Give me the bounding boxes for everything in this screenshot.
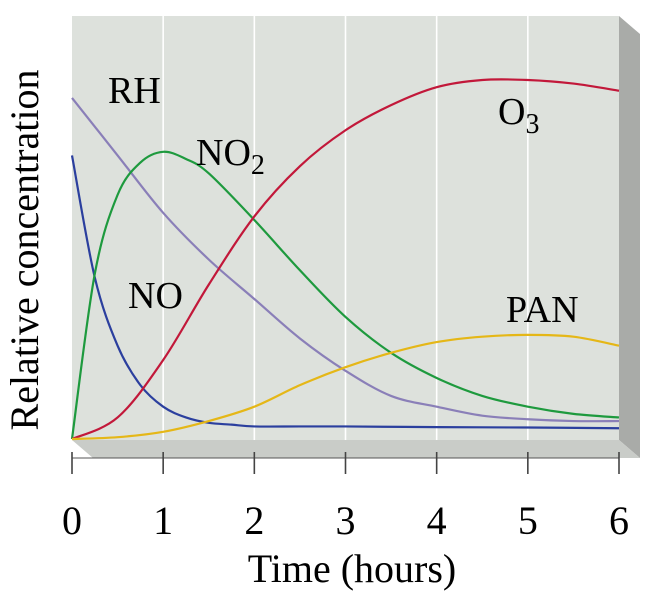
x-tick-label: 5 [518,498,538,543]
series-label-text: NO [128,275,183,317]
series-label-subscript: 2 [251,150,265,181]
series-lines [70,78,620,441]
series-label-text: PAN [506,289,579,331]
series-label-text: NO [196,132,251,174]
plot-side-face [619,16,640,458]
x-tick-label: 3 [336,498,356,543]
x-tick-label: 2 [244,498,264,543]
series-label-text: RH [108,70,161,112]
series-line-no [70,155,620,430]
plot-bottom-face [72,440,640,458]
series-label-subscript: 3 [525,109,539,140]
series-label-o3: O3 [498,91,539,140]
series-label-pan: PAN [506,289,579,331]
x-tick-label: 1 [153,498,173,543]
x-axis: 0 1 2 3 4 5 6 [62,452,629,543]
series-label-rh: RH [108,70,161,112]
x-axis-title: Time (hours) [248,546,457,591]
series-label-text: O [498,91,525,133]
x-tick-label: 0 [62,498,82,543]
series-label-no: NO [128,275,183,317]
y-axis-title: Relative concentration [2,70,47,431]
x-tick-label: 6 [609,498,629,543]
series-line-o3 [71,78,620,441]
series-line-no2 [70,150,620,440]
grid-lines [162,16,529,440]
series-line-pan [71,333,620,441]
series-label-no2: NO2 [196,132,265,181]
x-tick-label: 4 [427,498,447,543]
